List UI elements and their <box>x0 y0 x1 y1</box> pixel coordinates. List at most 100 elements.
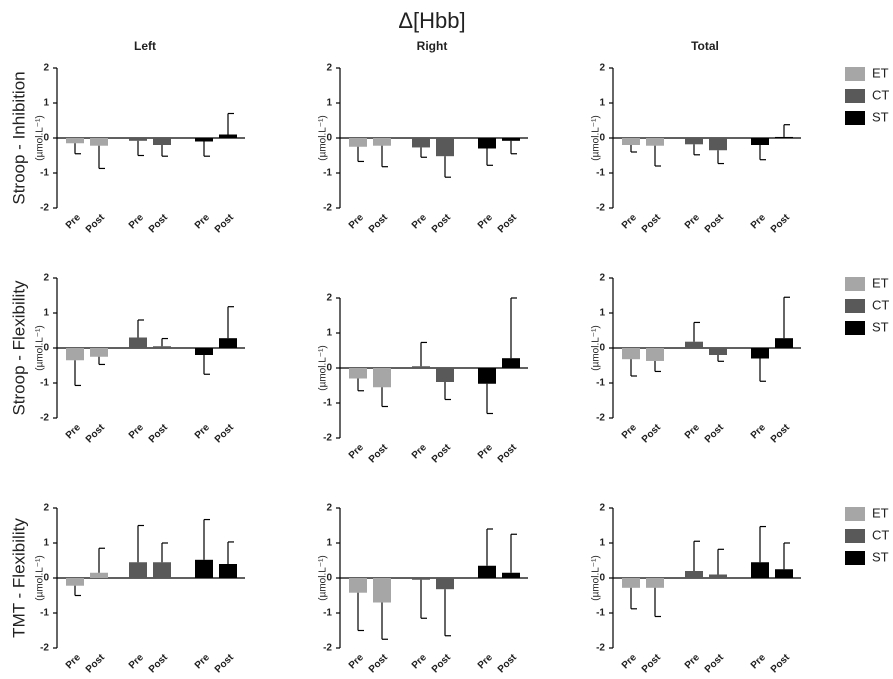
legend-label: ST <box>872 109 889 124</box>
y-tick-label: 0 <box>326 133 332 144</box>
x-tick-label: Pre <box>683 212 702 231</box>
bar <box>709 138 727 151</box>
x-tick-label: Pre <box>64 652 83 671</box>
x-tick-label: Pre <box>683 422 702 441</box>
x-tick-label: Post <box>640 652 664 676</box>
bar <box>373 138 391 146</box>
bar <box>502 572 520 578</box>
bar <box>412 366 430 368</box>
bar <box>412 578 430 580</box>
bar <box>373 578 391 603</box>
y-tick-label: 2 <box>326 293 332 304</box>
bar <box>129 562 147 578</box>
row-title: Stroop - Inhibition <box>9 71 28 204</box>
x-tick-label: Pre <box>410 442 429 461</box>
x-tick-label: Post <box>213 212 237 236</box>
bar <box>502 138 520 141</box>
y-axis-label: (µmol.L⁻¹) <box>318 115 329 160</box>
legend-swatch <box>845 67 865 81</box>
y-tick-label: 0 <box>326 573 332 584</box>
y-tick-label: 0 <box>599 573 605 584</box>
bar <box>478 368 496 384</box>
legend-swatch <box>845 507 865 521</box>
legend-label: CT <box>872 87 889 102</box>
bar <box>646 578 664 588</box>
legend-swatch <box>845 321 865 335</box>
legend-swatch <box>845 111 865 125</box>
y-tick-label: -2 <box>596 203 605 214</box>
bar <box>685 138 703 145</box>
x-tick-label: Post <box>84 422 108 446</box>
bar <box>373 368 391 388</box>
bar <box>478 565 496 578</box>
y-tick-label: 0 <box>599 133 605 144</box>
bar <box>90 138 108 146</box>
legend-label: CT <box>872 527 889 542</box>
x-tick-label: Pre <box>410 212 429 231</box>
y-tick-label: 0 <box>599 343 605 354</box>
y-tick-label: 0 <box>43 573 49 584</box>
bar <box>775 136 793 138</box>
bar <box>412 138 430 148</box>
column-title: Total <box>691 39 719 53</box>
bar <box>66 348 84 361</box>
y-tick-label: -1 <box>596 608 605 619</box>
bar <box>219 338 237 348</box>
x-tick-label: Post <box>769 652 793 676</box>
legend-label: ET <box>872 505 889 520</box>
x-tick-label: Pre <box>620 212 639 231</box>
x-tick-label: Pre <box>347 652 366 671</box>
bar <box>751 348 769 359</box>
x-tick-label: Pre <box>127 422 146 441</box>
y-tick-label: -1 <box>40 608 49 619</box>
bar <box>478 138 496 149</box>
y-tick-label: -2 <box>596 413 605 424</box>
x-tick-label: Pre <box>749 652 768 671</box>
x-tick-label: Post <box>703 652 727 676</box>
bar <box>709 348 727 355</box>
figure-title: Δ[Hbb] <box>398 8 465 33</box>
y-tick-label: 2 <box>43 273 49 284</box>
bar <box>775 569 793 578</box>
x-tick-label: Pre <box>410 652 429 671</box>
y-tick-label: -2 <box>323 203 332 214</box>
y-tick-label: 1 <box>43 308 49 319</box>
y-axis-label: (µmol.L⁻¹) <box>318 555 329 600</box>
bar <box>195 138 213 142</box>
y-tick-label: 1 <box>599 308 605 319</box>
y-tick-label: -1 <box>596 378 605 389</box>
x-tick-label: Post <box>496 652 520 676</box>
x-tick-label: Pre <box>193 422 212 441</box>
bar <box>219 564 237 578</box>
bar <box>195 559 213 578</box>
bar <box>219 134 237 138</box>
y-tick-label: -1 <box>596 168 605 179</box>
y-tick-label: 1 <box>326 538 332 549</box>
row-title: TMT - Flexibility <box>9 518 28 638</box>
y-tick-label: 1 <box>326 98 332 109</box>
y-tick-label: 1 <box>599 538 605 549</box>
y-tick-label: -1 <box>40 168 49 179</box>
legend-swatch <box>845 277 865 291</box>
y-tick-label: -2 <box>40 643 49 654</box>
bar <box>349 578 367 593</box>
y-tick-label: 2 <box>43 503 49 514</box>
bar <box>436 578 454 590</box>
x-tick-label: Post <box>367 442 391 466</box>
bar <box>685 341 703 348</box>
y-tick-label: 2 <box>43 63 49 74</box>
x-tick-label: Post <box>640 422 664 446</box>
x-tick-label: Post <box>640 212 664 236</box>
x-tick-label: Pre <box>476 442 495 461</box>
x-tick-label: Post <box>496 442 520 466</box>
x-tick-label: Pre <box>347 442 366 461</box>
column-title: Left <box>134 39 156 53</box>
y-tick-label: 2 <box>326 503 332 514</box>
bar <box>129 337 147 348</box>
y-tick-label: -1 <box>40 378 49 389</box>
x-tick-label: Post <box>430 212 454 236</box>
bar <box>622 348 640 360</box>
bar <box>349 368 367 379</box>
x-tick-label: Post <box>430 652 454 676</box>
